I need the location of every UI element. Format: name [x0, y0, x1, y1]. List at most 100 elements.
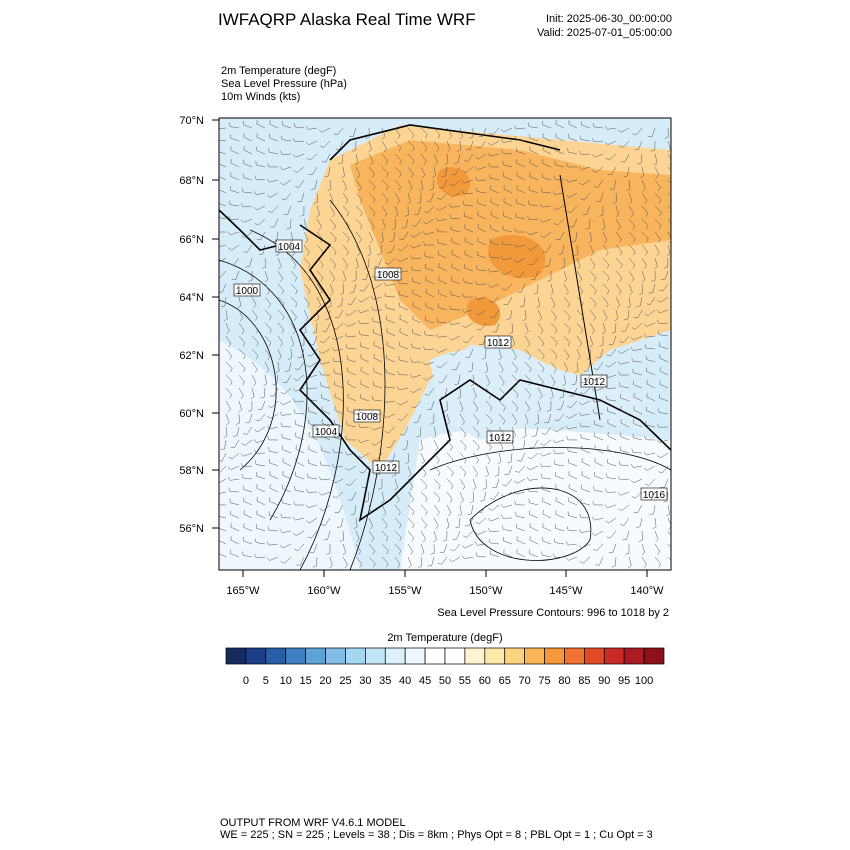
wind-barb — [420, 166, 426, 176]
wind-barb — [378, 257, 383, 267]
wind-barb — [656, 174, 660, 179]
wind-barb — [261, 400, 266, 410]
wind-barb — [384, 262, 389, 265]
wind-barb — [284, 387, 292, 395]
wind-barb — [325, 153, 331, 163]
wind-barb — [486, 382, 491, 387]
wind-barb — [293, 170, 298, 173]
wind-barb — [373, 371, 383, 376]
wind-barb — [251, 361, 258, 370]
wind-barb — [502, 225, 504, 230]
wind-barb — [334, 396, 344, 402]
wind-barb — [460, 500, 464, 504]
wind-barb — [424, 348, 435, 350]
wind-barb — [593, 316, 596, 321]
wind-barb — [519, 305, 524, 308]
wind-barb — [373, 399, 383, 402]
wind-barb — [363, 283, 370, 292]
wind-barb — [589, 231, 592, 241]
wind-barb — [407, 452, 410, 462]
wind-barb — [411, 225, 416, 227]
wind-barb — [552, 304, 556, 309]
wind-barb — [617, 226, 621, 231]
wind-barb — [386, 331, 396, 337]
colorbar-label: 70 — [519, 675, 531, 687]
wind-barb — [267, 356, 271, 360]
wind-barb — [437, 238, 439, 244]
wind-barb — [503, 552, 513, 558]
wind-barb — [464, 309, 474, 313]
wind-barb — [592, 170, 597, 173]
wind-barb — [228, 247, 232, 251]
wind-barb — [334, 437, 344, 441]
wind-barb — [448, 321, 452, 325]
wind-barb — [667, 153, 671, 161]
wind-barb — [576, 361, 579, 371]
wind-barb — [307, 387, 318, 389]
wind-barb — [389, 240, 394, 242]
wind-barb — [219, 217, 227, 220]
wind-barb — [408, 474, 412, 478]
wind-barb — [228, 215, 231, 220]
wind-barb — [384, 383, 387, 388]
wind-barb — [394, 530, 402, 538]
wind-barb — [532, 257, 539, 266]
wind-barb — [277, 244, 280, 254]
wind-barb — [667, 149, 671, 153]
wind-barb — [589, 335, 594, 345]
wind-barb — [619, 382, 621, 387]
wind-barb — [359, 563, 363, 568]
wind-barb — [568, 179, 578, 183]
wind-barb — [446, 413, 450, 423]
wind-barb — [423, 221, 427, 225]
wind-barb — [641, 231, 649, 239]
wind-barb — [643, 451, 647, 456]
wind-barb — [358, 187, 362, 191]
wind-barb — [386, 186, 389, 191]
wind-barb — [327, 530, 331, 540]
wind-barb — [451, 241, 461, 246]
wind-barb — [660, 296, 669, 303]
wind-barb — [479, 517, 487, 525]
wind-barb — [542, 452, 552, 457]
wind-barb — [553, 538, 556, 543]
wind-barb — [663, 500, 668, 503]
wind-barb — [280, 150, 283, 155]
wind-barb — [307, 264, 311, 269]
wind-barb — [229, 263, 234, 266]
wind-barb — [405, 461, 410, 465]
wind-barb — [633, 251, 636, 256]
wind-barb — [411, 343, 413, 348]
wind-barb — [502, 244, 513, 246]
wind-barb — [230, 553, 240, 558]
wind-barb — [242, 551, 244, 556]
wind-barb — [381, 530, 389, 538]
wind-barb — [300, 344, 305, 347]
wind-barb — [547, 409, 551, 412]
wind-barb — [555, 329, 558, 334]
wind-barb — [398, 186, 401, 191]
wind-barb — [591, 532, 596, 536]
wind-barb — [428, 387, 435, 396]
wind-barb — [282, 139, 292, 142]
wind-barb — [580, 433, 582, 438]
wind-barb — [516, 127, 526, 130]
wind-barb — [599, 214, 603, 217]
wind-barb — [303, 257, 311, 265]
wind-barb — [368, 231, 374, 241]
wind-barb — [329, 283, 334, 293]
wind-barb — [491, 296, 500, 303]
colorbar-box — [524, 647, 545, 665]
wind-barb — [633, 348, 643, 351]
wind-barb — [243, 163, 253, 168]
wind-barb — [249, 413, 253, 423]
wind-barb — [631, 213, 634, 218]
wind-barb — [296, 530, 305, 536]
wind-barb — [568, 151, 578, 155]
wind-barb — [512, 435, 516, 439]
wind-barb — [594, 387, 604, 392]
wind-barb — [368, 140, 372, 150]
wind-barb — [488, 528, 491, 532]
wind-barb — [399, 387, 409, 391]
wind-barb — [293, 122, 296, 127]
